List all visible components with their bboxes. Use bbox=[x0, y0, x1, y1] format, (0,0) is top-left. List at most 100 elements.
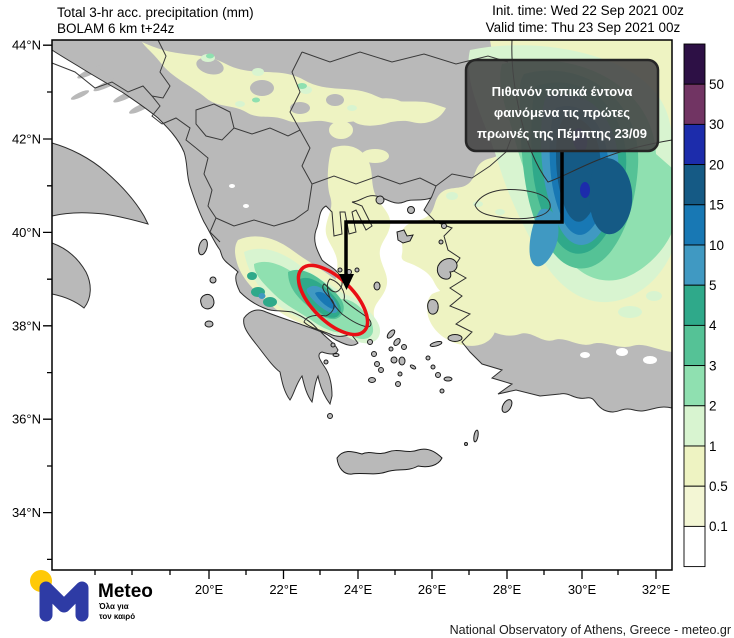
island-sifnos bbox=[378, 367, 384, 373]
island-skiathos bbox=[337, 267, 343, 273]
island-bozcaada bbox=[438, 239, 444, 245]
green-dot bbox=[206, 53, 214, 59]
dry-hole-2 bbox=[250, 80, 274, 96]
colorbar-segment bbox=[683, 525, 706, 568]
island-skyros bbox=[373, 281, 381, 291]
border-greece-nmk bbox=[215, 183, 313, 227]
colorbar-segment bbox=[683, 164, 706, 206]
border-montenegro-albania bbox=[161, 117, 197, 149]
island-zakynthos bbox=[204, 320, 214, 328]
init-time-label: Init. time: Wed 22 Sep 2021 00z bbox=[492, 3, 684, 18]
border-greece-bulgaria bbox=[311, 175, 437, 187]
y-minor-ticks bbox=[47, 91, 52, 561]
precip-mint-dots bbox=[201, 54, 662, 318]
coast-italy-heel bbox=[51, 142, 149, 225]
colorbar-segment bbox=[683, 485, 706, 527]
island-kea bbox=[367, 339, 373, 345]
dry-hole-1 bbox=[196, 57, 224, 75]
colorbar-label: 3 bbox=[709, 358, 717, 373]
precip-light-patch-bulgaria-1 bbox=[350, 98, 406, 126]
x-tick-label: 20°E bbox=[195, 582, 224, 597]
mint-dot bbox=[495, 209, 505, 215]
lake-kastoria bbox=[243, 204, 249, 208]
island-croatia-3 bbox=[113, 89, 139, 103]
meteo-logo: Meteo Όλα για τον καιρό bbox=[30, 570, 153, 622]
border-albania-nmk bbox=[195, 147, 221, 243]
colorbar-segment bbox=[683, 365, 706, 407]
y-tick-label: 42°N bbox=[12, 132, 41, 147]
island-kythnos bbox=[371, 351, 377, 357]
colorbar-label: 2 bbox=[709, 399, 717, 414]
colorbar-label: 20 bbox=[709, 157, 724, 172]
island-amorgos bbox=[409, 364, 417, 370]
x-major-ticks bbox=[208, 570, 657, 579]
island-limnos bbox=[396, 229, 414, 244]
border-serbia-bulgaria bbox=[289, 51, 303, 131]
island-astypalaia bbox=[439, 388, 445, 394]
x-tick-label: 26°E bbox=[418, 582, 447, 597]
precip-light-se-aegean bbox=[427, 289, 497, 346]
colorbar-segment bbox=[683, 244, 706, 286]
colorbar-label: 10 bbox=[709, 238, 724, 253]
precip-blue2-pelion bbox=[315, 291, 336, 309]
land-italy-heel bbox=[52, 143, 148, 224]
x-minor-ticks bbox=[94, 570, 619, 575]
island-croatia-4 bbox=[70, 90, 90, 100]
colorbar-label: 5 bbox=[709, 278, 717, 293]
island-samothraki bbox=[407, 206, 415, 214]
logo-wordmark: Meteo bbox=[98, 581, 153, 602]
precip-dark-east-2 bbox=[589, 157, 633, 235]
colorbar-label: 50 bbox=[709, 77, 724, 92]
y-tick-label: 38°N bbox=[12, 318, 41, 333]
island-kasos bbox=[464, 442, 468, 446]
x-axis-labels: 20°E 22°E 24°E 26°E 28°E 30°E 32°E bbox=[195, 582, 671, 597]
y-tick-label: 34°N bbox=[12, 505, 41, 520]
island-croatia-1 bbox=[77, 65, 103, 79]
map-title-line2: BOLAM 6 km t+24z bbox=[57, 21, 175, 36]
mint-dot bbox=[252, 68, 264, 76]
colorbar-segment bbox=[683, 324, 706, 367]
island-ikaria bbox=[429, 341, 443, 347]
annotation-box-line2: φαινόμενα τις πρώτες bbox=[494, 105, 630, 120]
x-tick-label: 22°E bbox=[269, 582, 298, 597]
island-croatia-5 bbox=[129, 102, 151, 114]
island-lesvos bbox=[436, 258, 458, 280]
x-tick-label: 32°E bbox=[642, 582, 671, 597]
map-frame bbox=[51, 39, 673, 571]
colorbar-label: 30 bbox=[709, 117, 724, 132]
colorbar-label: 0.5 bbox=[709, 479, 728, 494]
dry-hole-4 bbox=[326, 94, 344, 106]
x-tick-label: 24°E bbox=[344, 582, 373, 597]
pointer-arrowhead bbox=[339, 274, 354, 290]
island-karpathos bbox=[473, 429, 479, 443]
coast-calabria bbox=[51, 242, 91, 309]
annotation-box-line1: Πιθανόν τοπικά έντονα bbox=[492, 84, 633, 99]
dry-hole-3 bbox=[290, 102, 310, 114]
island-patmos bbox=[425, 355, 431, 361]
coast-marmara bbox=[474, 189, 551, 220]
island-alonissos bbox=[354, 267, 360, 273]
island-thasos bbox=[375, 195, 385, 205]
mint-dot bbox=[446, 192, 458, 200]
y-tick-label: 44°N bbox=[12, 38, 41, 53]
pointer-line bbox=[344, 151, 564, 276]
map-title-line1: Total 3-hr acc. precipitation (mm) bbox=[57, 5, 254, 20]
island-gokceada bbox=[441, 223, 447, 229]
islands bbox=[198, 195, 513, 475]
logo-tagline-line1: Όλα για bbox=[98, 602, 129, 611]
precip-light-patch-bulgaria-3 bbox=[361, 149, 389, 163]
precip-navy-core-2 bbox=[580, 182, 590, 198]
colorbar-segment bbox=[683, 204, 706, 246]
island-leros bbox=[430, 364, 436, 370]
island-spetses bbox=[323, 359, 329, 365]
lake-anatolia-5 bbox=[643, 356, 657, 364]
island-chios bbox=[427, 299, 439, 315]
island-crete bbox=[336, 448, 443, 475]
mint-dot bbox=[646, 291, 662, 301]
annotation-box-line3: πρωινές της Πέμπτης 23/09 bbox=[477, 126, 647, 141]
island-kalymnos bbox=[435, 372, 441, 378]
annotation-box bbox=[464, 58, 660, 153]
x-tick-label: 28°E bbox=[493, 582, 522, 597]
teal-dot-pindus bbox=[247, 272, 257, 280]
